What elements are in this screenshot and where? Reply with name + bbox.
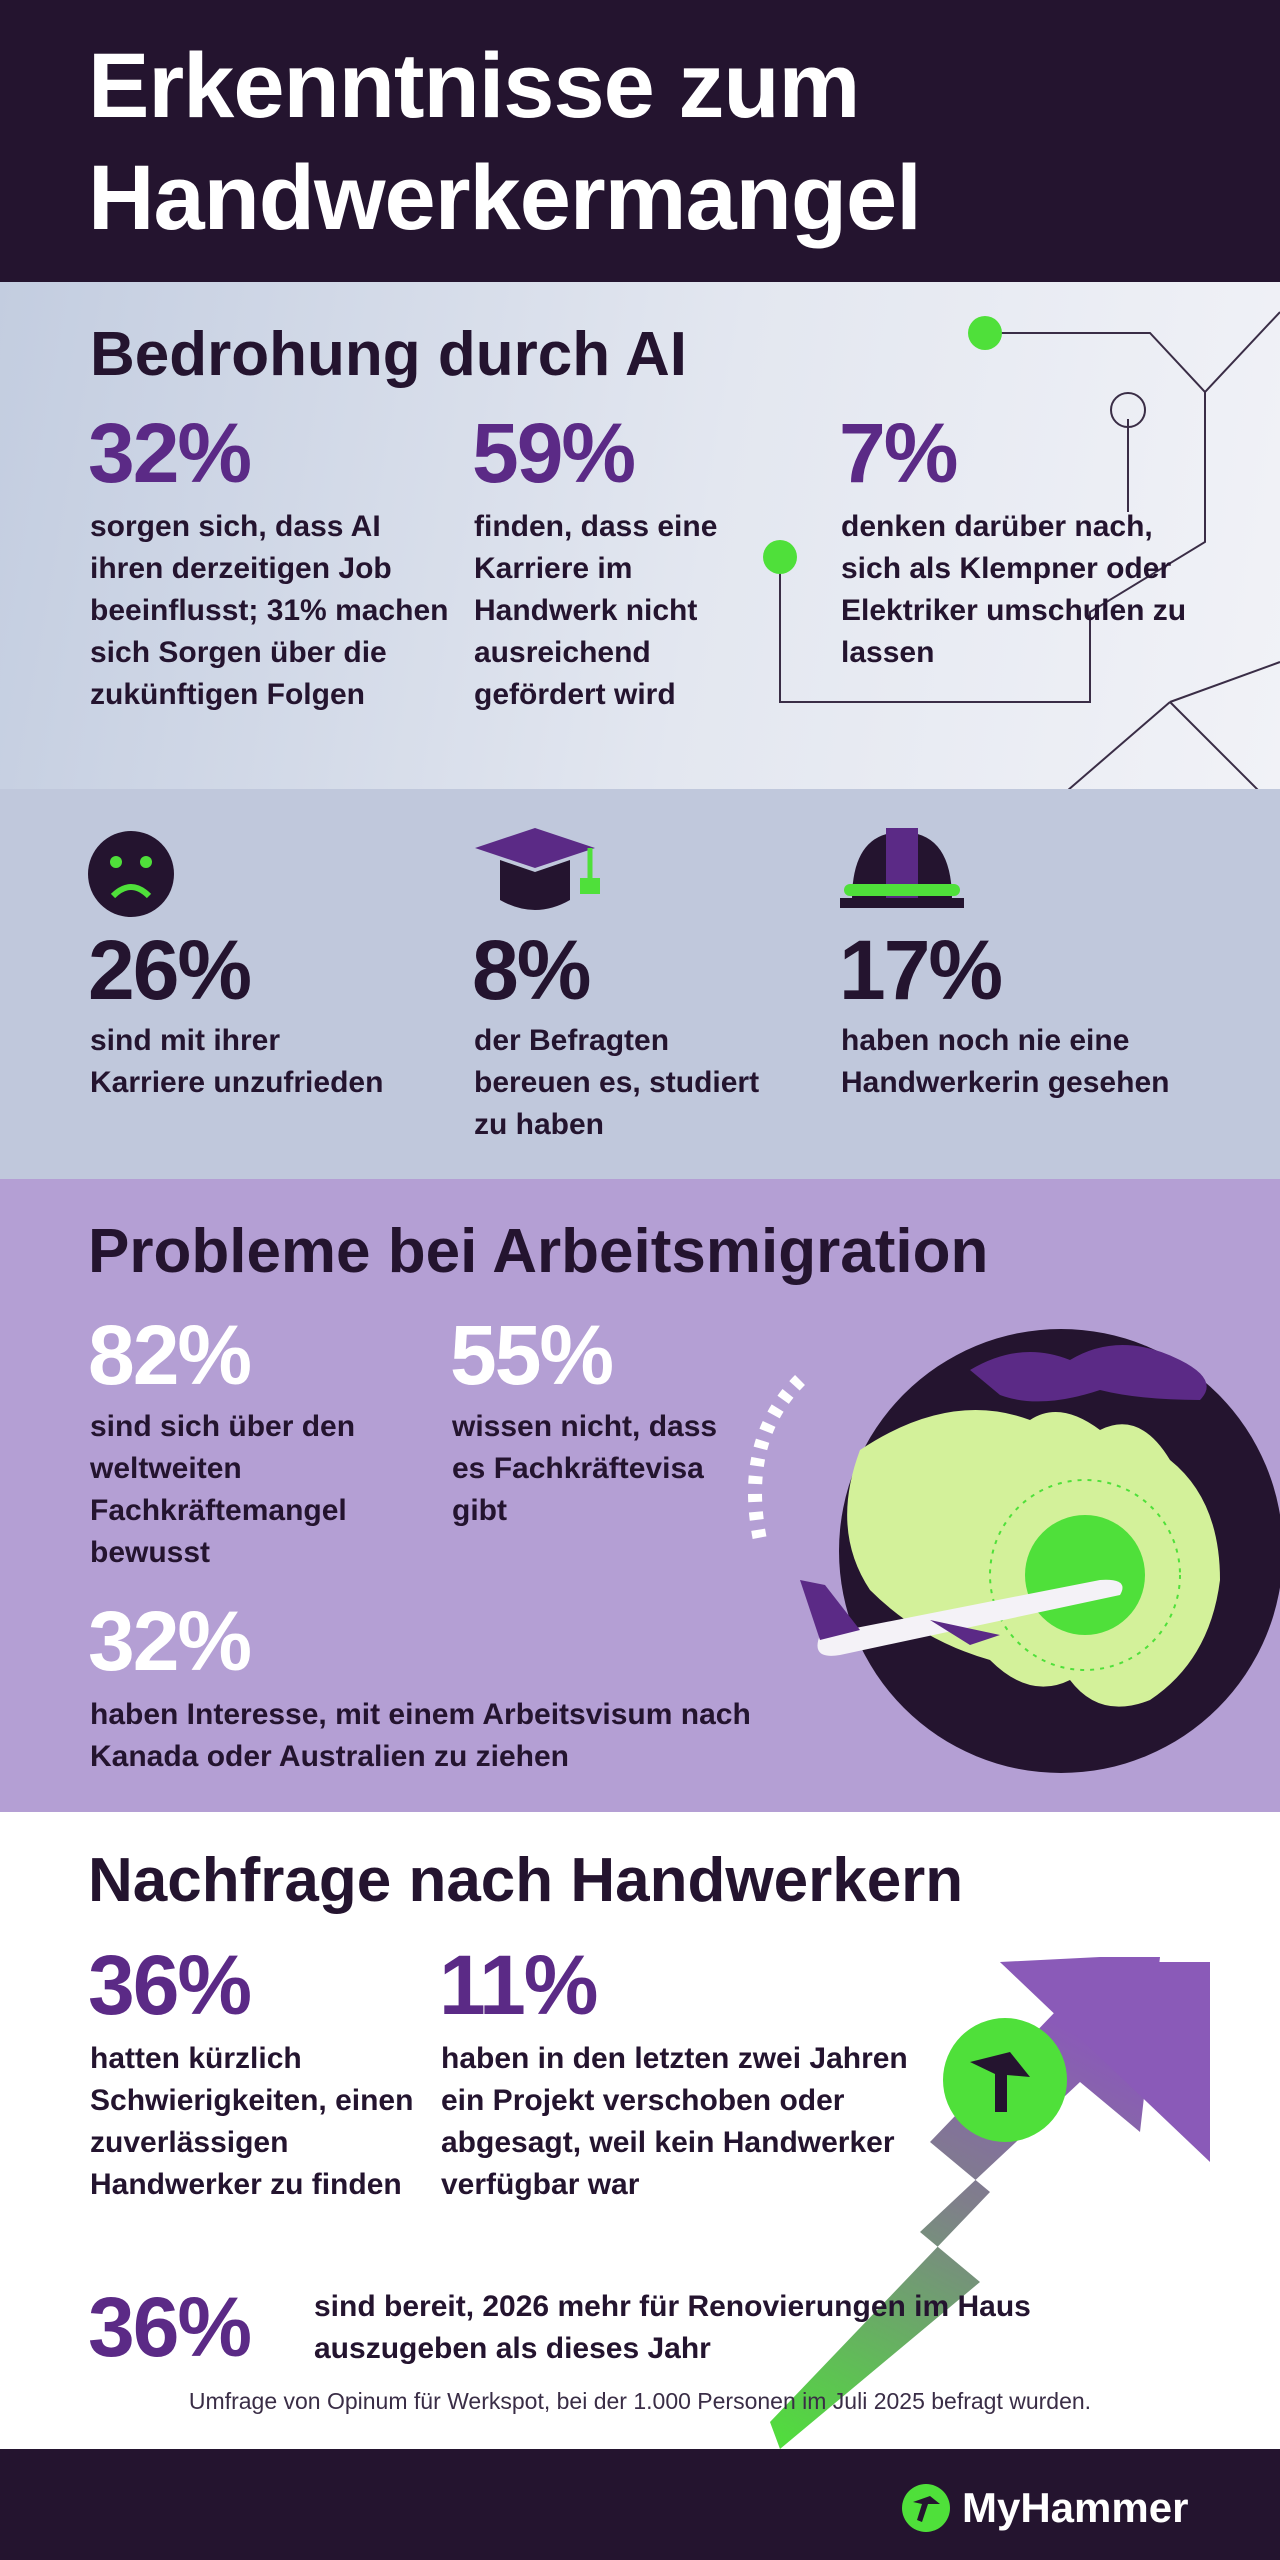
header: [0, 0, 1280, 282]
arrow-illustration: [770, 1957, 1210, 2449]
stat-value: 59%: [472, 406, 636, 500]
stat-text: sorgen sich, dass AI ihren derzeitigen J…: [90, 510, 449, 711]
section-career: [0, 789, 1280, 1179]
stat-value: 32%: [88, 1594, 252, 1688]
stat-text: sind bereit, 2026 mehr für Renovierungen…: [314, 2290, 1031, 2365]
stat-value: 32%: [88, 406, 252, 500]
stat-text: haben Interesse, mit einem Arbeitsvisum …: [90, 1698, 751, 1773]
stat-text: hatten kürzlich Schwierigkeiten, einen z…: [90, 2042, 414, 2201]
logo-text: MyHammer: [962, 2484, 1189, 2531]
page-title: Erkenntnisse zum Handwerkermangel: [88, 35, 922, 249]
stat-value: 82%: [88, 1308, 252, 1402]
stat-value: 17%: [839, 923, 1003, 1017]
stat-text: sind mit ihrer Karriere unzufrieden: [90, 1024, 384, 1099]
globe-illustration: [748, 1329, 1280, 1773]
icons: [88, 828, 964, 917]
footer: [0, 2449, 1280, 2560]
section-title: Bedrohung durch AI: [90, 320, 687, 389]
stat-value: 36%: [88, 1938, 252, 2032]
stat-text: haben noch nie eine Handwerkerin gesehen: [841, 1024, 1170, 1099]
stat-text: haben in den letzten zwei Jahren ein Pro…: [441, 2042, 908, 2201]
stat-value: 11%: [439, 1938, 598, 2032]
section-ai: [0, 282, 1280, 789]
section-title: Probleme bei Arbeitsmigration: [88, 1217, 989, 1286]
stat-value: 7%: [839, 406, 958, 500]
stat-text: der Befragten bereuen es, studiert zu ha…: [474, 1024, 760, 1141]
stat-text: denken darüber nach, sich als Klempner o…: [841, 510, 1187, 669]
stat-text: sind sich über den weltweiten Fachkräfte…: [90, 1410, 356, 1569]
stat-value: 8%: [472, 923, 591, 1017]
stat-value: 26%: [88, 923, 252, 1017]
stat-text: wissen nicht, dass es Fachkräftevisa gib…: [452, 1410, 718, 1527]
section-demand: [0, 1812, 1280, 2449]
stat-text: finden, dass eine Karriere im Handwerk n…: [474, 510, 718, 711]
footnote: Umfrage von Opinum für Werkspot, bei der…: [188, 2388, 1092, 2414]
stat-value: 36%: [88, 2280, 252, 2374]
stat-value: 55%: [450, 1308, 614, 1402]
section-title: Nachfrage nach Handwerkern: [88, 1846, 964, 1915]
logo-icon: [902, 2484, 950, 2532]
